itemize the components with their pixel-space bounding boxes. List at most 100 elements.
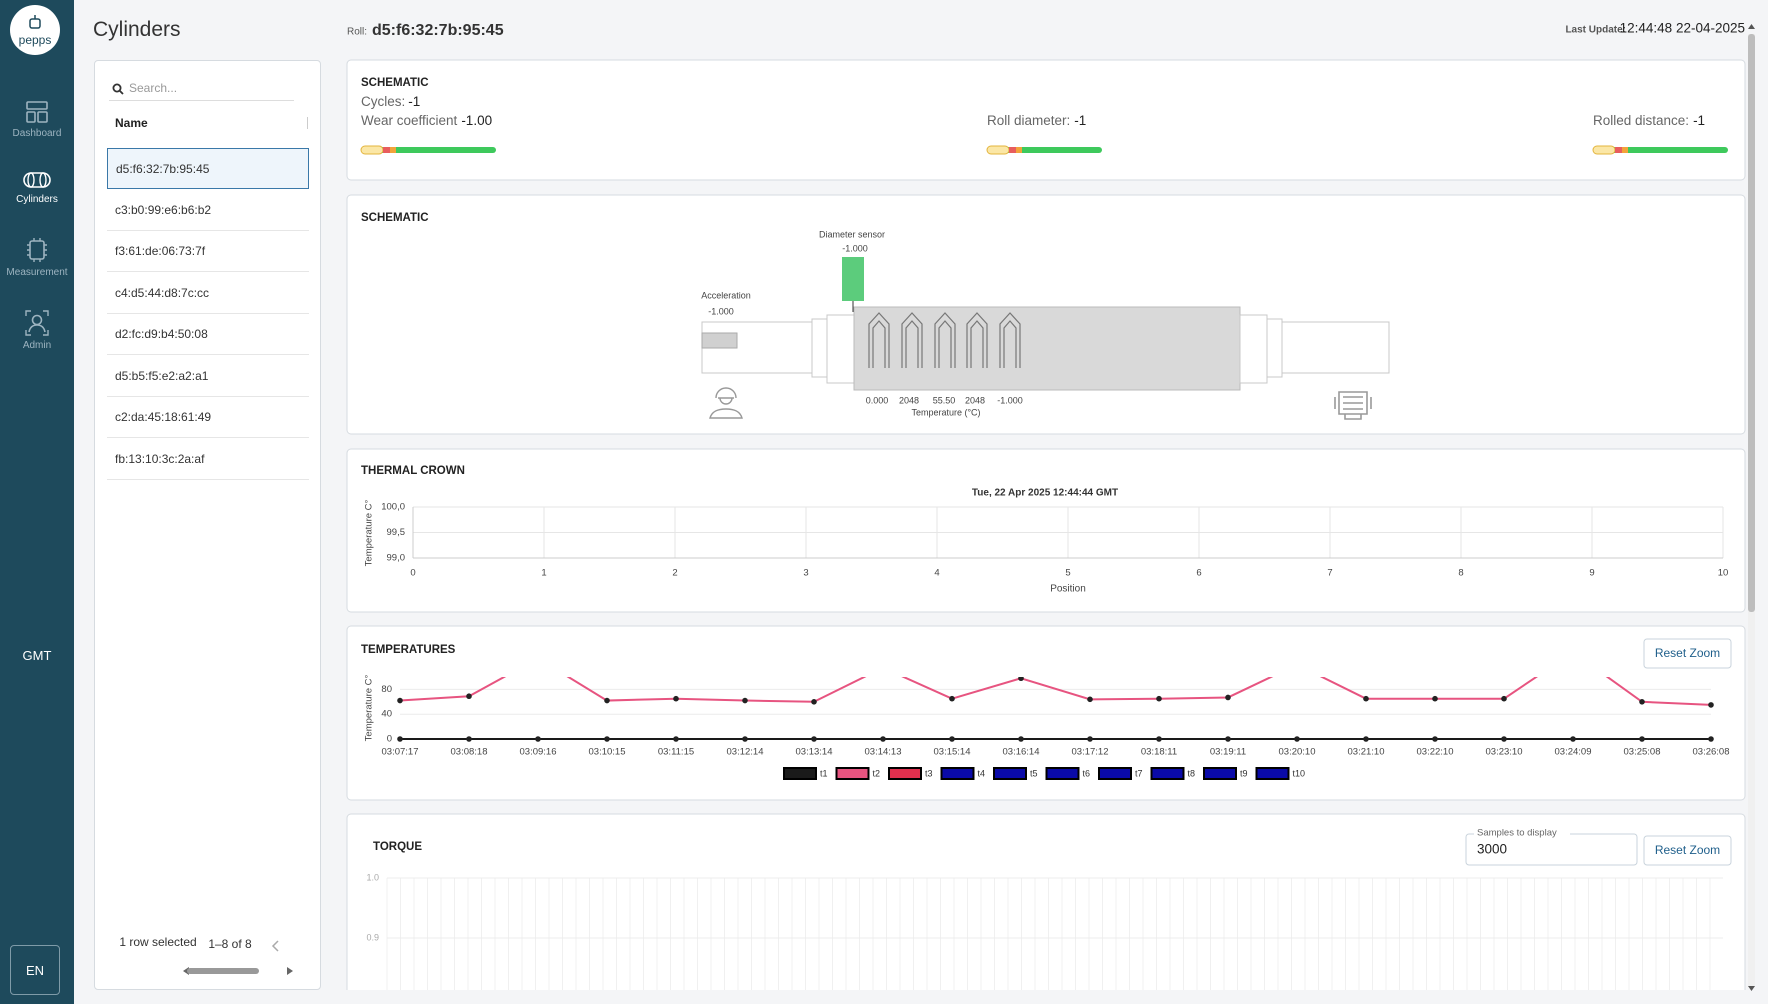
x-tick-label: 03:20:10 <box>1279 747 1316 758</box>
legend-item[interactable]: t2 <box>835 767 881 780</box>
legend-swatch <box>940 767 975 780</box>
scroll-right[interactable] <box>287 967 293 975</box>
x-tick-label: 03:24:09 <box>1555 747 1592 758</box>
distance: Rolled distance: -1 <box>1593 113 1705 128</box>
data-point <box>880 736 886 742</box>
accel-value: -1.000 <box>708 306 734 316</box>
x-tick-label: 03:26:08 <box>1693 747 1730 758</box>
data-point <box>1501 695 1507 702</box>
data-point <box>397 697 403 704</box>
legend-label: t10 <box>1293 768 1306 778</box>
list-row[interactable]: f3:61:de:06:73:7f <box>107 231 309 272</box>
scroll-down[interactable] <box>1748 986 1755 991</box>
data-point <box>1363 736 1369 742</box>
legend-item[interactable]: t4 <box>940 767 986 780</box>
list-row[interactable]: fb:13:10:3c:2a:af <box>107 439 309 480</box>
data-point <box>604 697 610 704</box>
nav-measurement[interactable]: Measurement <box>0 237 74 278</box>
card-title: SCHEMATIC <box>361 212 429 224</box>
column-header[interactable]: Name <box>115 116 148 130</box>
gauge-low <box>1592 145 1616 155</box>
legend-label: t5 <box>1030 768 1038 778</box>
icon <box>23 172 51 188</box>
x-tick-label: 03:08:18 <box>451 747 488 758</box>
list-row[interactable]: d5:f6:32:7b:95:45 <box>107 148 309 189</box>
reset-zoom-button[interactable]: Reset Zoom <box>1643 638 1732 669</box>
list-row[interactable]: c3:b0:99:e6:b6:b2 <box>107 190 309 231</box>
data-point <box>742 697 748 704</box>
flange <box>811 318 828 378</box>
motor-icon <box>1334 391 1372 420</box>
search-input[interactable]: Search... <box>109 75 294 101</box>
legend-item[interactable]: t10 <box>1255 767 1306 780</box>
scroll-up[interactable] <box>1748 24 1755 29</box>
logo-text: pepps <box>18 33 52 47</box>
data-point <box>604 736 610 742</box>
x-tick-label: 03:13:14 <box>796 747 833 758</box>
y-tick-label: 0 <box>387 734 392 745</box>
card <box>346 813 1746 1004</box>
nav-cylinders[interactable]: Cylinders <box>0 170 74 205</box>
legend-item[interactable]: t7 <box>1098 767 1143 780</box>
prev-page[interactable] <box>271 940 281 952</box>
label-bg <box>1474 828 1570 837</box>
samples-input[interactable]: Samples to display 3000 <box>1465 828 1638 866</box>
card-title: THERMAL CROWN <box>361 465 465 477</box>
legend-label: t9 <box>1240 768 1248 778</box>
temp-sensor <box>934 312 956 368</box>
data-point <box>1432 695 1438 702</box>
legend-item[interactable]: t6 <box>1045 767 1091 780</box>
data-point <box>1639 736 1645 742</box>
legend-swatch <box>1203 767 1237 780</box>
timezone: GMT <box>22 648 52 663</box>
data-point <box>1087 736 1093 742</box>
list-row[interactable]: d2:fc:d9:b4:50:08 <box>107 314 309 355</box>
value: -1 <box>408 94 420 109</box>
data-point <box>1432 736 1438 742</box>
x-tick-label: 03:17:12 <box>1072 747 1109 758</box>
temp-sensor <box>999 312 1021 368</box>
data-point <box>1294 736 1300 742</box>
legend-item[interactable]: t3 <box>888 767 933 780</box>
legend-item[interactable]: t1 <box>783 767 828 780</box>
x-tick-label: 03:21:10 <box>1348 747 1385 758</box>
nav-admin[interactable]: Admin <box>0 310 74 351</box>
x-tick-label: 03:10:15 <box>589 747 626 758</box>
logo[interactable]: pepps <box>10 5 60 55</box>
y-axis-label: Temperature C° <box>364 499 375 566</box>
temp-sensor <box>966 312 988 368</box>
search-placeholder: Search... <box>129 81 178 95</box>
data-point <box>673 736 679 742</box>
legend-item[interactable]: t9 <box>1203 767 1248 780</box>
legend-item[interactable]: t5 <box>993 767 1038 780</box>
x-tick-label: 8 <box>1458 568 1463 579</box>
data-point <box>1156 695 1162 702</box>
card <box>346 59 1746 181</box>
legend-label: t8 <box>1188 768 1196 778</box>
x-tick-label: 7 <box>1327 568 1332 579</box>
pagination: 1–8 of 8 <box>208 937 252 951</box>
temp-value: -1.000 <box>997 395 1023 405</box>
x-tick-label: 03:12:14 <box>727 747 764 758</box>
card <box>346 448 1746 613</box>
scroll-thumb[interactable] <box>187 968 259 974</box>
flange <box>1239 314 1268 384</box>
gauge-orange <box>1622 147 1628 153</box>
nav-dashboard[interactable]: Dashboard <box>0 100 74 139</box>
label: Rolled distance: <box>1593 113 1689 128</box>
legend-item[interactable]: t8 <box>1150 767 1196 780</box>
reset-zoom-button[interactable]: Reset Zoom <box>1643 835 1732 866</box>
data-point <box>949 736 955 742</box>
list-row[interactable]: c2:da:45:18:61:49 <box>107 397 309 438</box>
scroll-thumb[interactable] <box>1748 34 1755 612</box>
list-row[interactable]: c4:d5:44:d8:7c:cc <box>107 273 309 314</box>
gauge-red <box>383 147 390 153</box>
legend-swatch <box>1045 767 1080 780</box>
y-tick-label: 40 <box>381 709 392 720</box>
x-tick-label: 03:16:14 <box>1003 747 1040 758</box>
flange <box>1266 318 1283 378</box>
language-button[interactable]: EN <box>10 945 60 995</box>
x-tick-label: 03:15:14 <box>934 747 971 758</box>
list-row[interactable]: d5:b5:f5:e2:a2:a1 <box>107 356 309 397</box>
